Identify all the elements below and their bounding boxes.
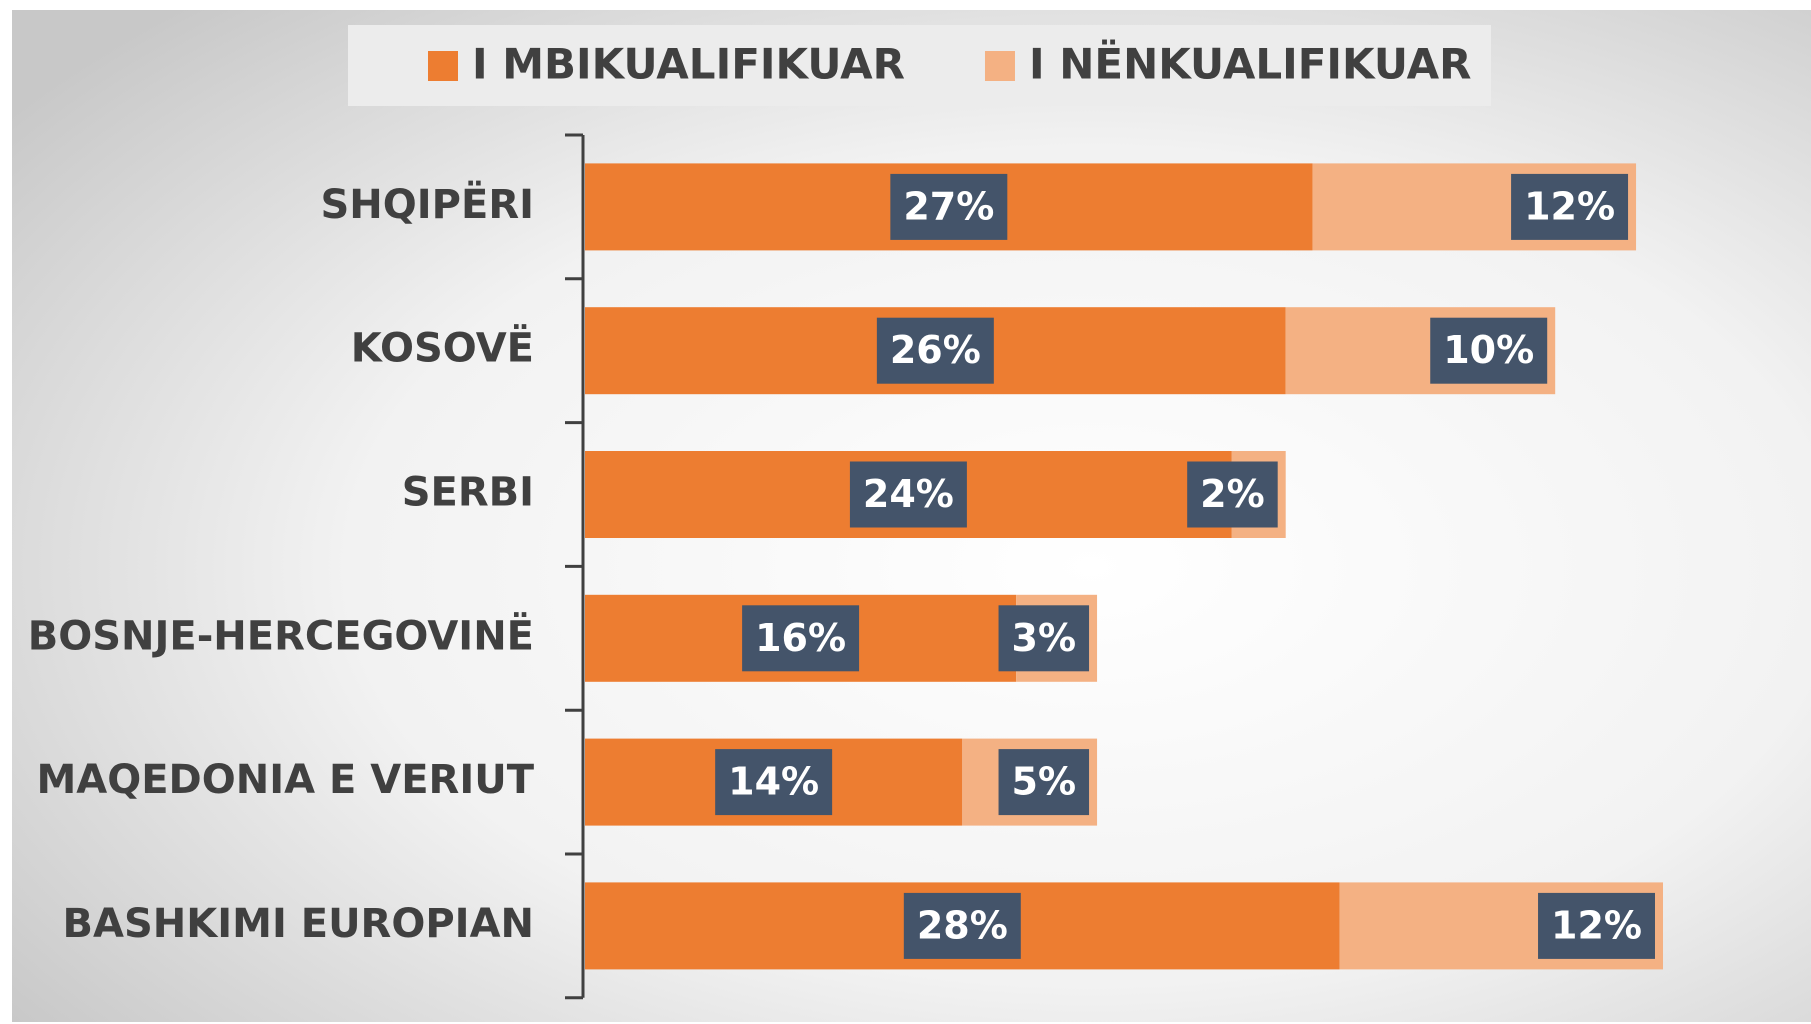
data-label: 12% xyxy=(1524,184,1615,228)
data-label: 27% xyxy=(903,184,994,228)
data-label: 5% xyxy=(1012,760,1077,804)
data-label: 12% xyxy=(1551,903,1642,947)
data-label: 3% xyxy=(1012,616,1077,660)
category-label: KOSOVË xyxy=(351,324,534,372)
data-label: 16% xyxy=(755,616,846,660)
category-label: MAQEDONIA E VERIUT xyxy=(36,757,534,803)
data-label-box xyxy=(890,173,1008,240)
data-label-box xyxy=(998,749,1090,816)
data-label-box xyxy=(849,461,967,528)
data-label: 2% xyxy=(1200,472,1265,516)
legend-box xyxy=(348,25,1491,106)
data-label-box xyxy=(715,749,833,816)
data-label-box xyxy=(1187,461,1278,528)
category-label: SHQIPËRI xyxy=(321,180,535,228)
data-label-box xyxy=(998,605,1090,672)
legend-swatch xyxy=(428,51,458,81)
category-label: BASHKIMI EUROPIAN xyxy=(63,901,534,947)
data-label-box xyxy=(1430,317,1548,384)
legend-swatch xyxy=(984,51,1015,81)
data-label-box xyxy=(1538,892,1655,959)
data-label: 26% xyxy=(890,328,981,372)
category-label: SERBI xyxy=(402,470,534,516)
legend-label: I NËNKUALIFIKUAR xyxy=(1029,39,1472,89)
data-label-box xyxy=(742,605,860,672)
data-label-box xyxy=(1511,173,1629,240)
data-label: 24% xyxy=(863,472,954,516)
data-label: 28% xyxy=(917,903,1008,947)
legend-label: I MBIKUALIFIKUAR xyxy=(472,40,905,89)
data-label: 10% xyxy=(1443,328,1534,372)
data-label-box xyxy=(876,317,994,384)
data-label: 14% xyxy=(728,760,819,804)
category-label: BOSNJE-HERCEGOVINË xyxy=(28,611,534,659)
data-label-box xyxy=(903,892,1021,959)
